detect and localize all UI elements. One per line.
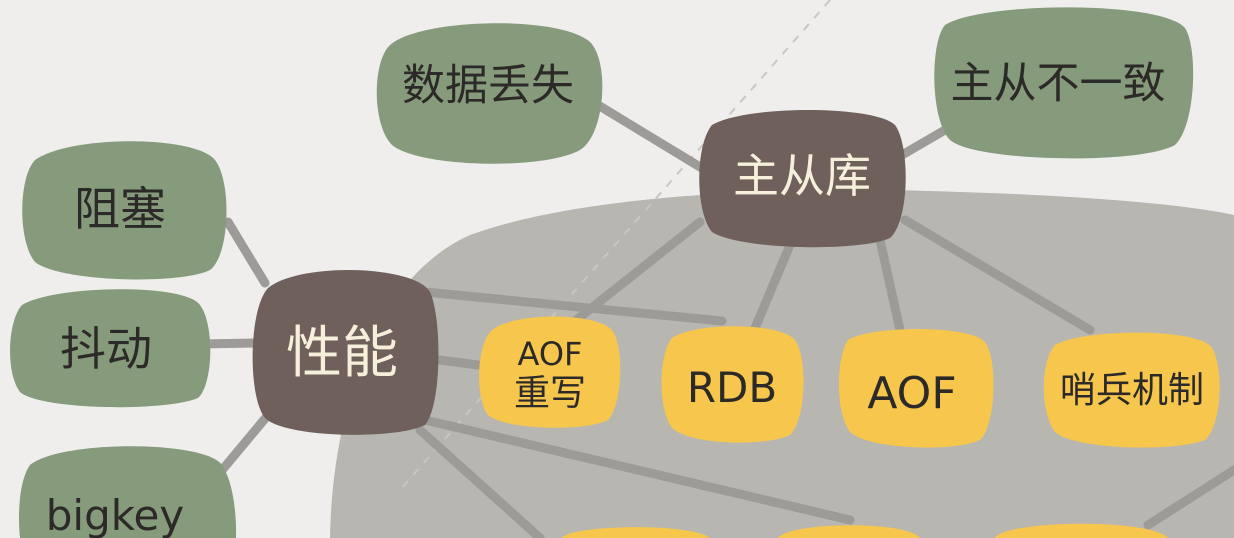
node-data-loss: 数据丢失: [376, 23, 603, 164]
node-master-slave: 主从库: [699, 110, 906, 248]
node-rdb: RDB: [661, 326, 804, 443]
node-bigkey-label: bigkey: [46, 491, 185, 538]
node-aof-shape: [838, 328, 994, 448]
node-aof-rewrite-shape: [479, 316, 621, 428]
node-data-loss-shape: [376, 23, 603, 164]
node-aof-rewrite-label-line1: AOF: [518, 335, 583, 373]
node-data-loss-label: 数据丢失: [402, 61, 574, 111]
node-blocking-shape: [22, 141, 227, 280]
node-bigkey-shape: [19, 446, 237, 538]
connector-performance-lower: [415, 425, 545, 538]
connector-performance-bigkey: [213, 410, 273, 480]
node-jitter-label: 抖动: [60, 322, 152, 376]
node-aof: AOF: [838, 328, 994, 448]
node-partial-bottom-1: [562, 527, 710, 538]
dashed-guide-line: [399, 0, 831, 491]
connector-performance-blocking: [223, 217, 270, 288]
node-partial-bottom-2: [778, 525, 920, 538]
connector-performance-lower-right: [420, 415, 855, 525]
node-inconsistency: 主从不一致: [934, 7, 1194, 159]
connector-masterslave-aof: [875, 235, 905, 335]
node-sentinel-label: 哨兵机制: [1060, 370, 1204, 411]
node-rdb-shape: [661, 326, 804, 443]
connector-sentinel-lower: [1143, 465, 1234, 530]
connector-masterslave-inconsistency: [897, 125, 950, 160]
node-inconsistency-shape: [934, 7, 1194, 159]
node-inconsistency-label: 主从不一致: [951, 59, 1166, 109]
node-partial-bottom-3: [995, 523, 1168, 538]
node-performance-label: 性能: [286, 321, 398, 386]
connector-masterslave-rdb: [745, 240, 795, 345]
node-master-slave-shape: [699, 110, 906, 248]
node-aof-label: AOF: [867, 368, 956, 419]
node-rdb-label: RDB: [687, 363, 777, 412]
connectors: [195, 100, 1234, 538]
node-sentinel: 哨兵机制: [1043, 332, 1220, 448]
node-jitter: 抖动: [10, 289, 211, 408]
connector-masterslave-dataloss: [593, 100, 710, 175]
node-master-slave-label: 主从库: [733, 149, 871, 203]
node-aof-rewrite-label-line2: 重写: [514, 373, 586, 414]
node-blocking: 阻塞: [22, 141, 227, 280]
node-performance: 性能: [252, 270, 439, 435]
node-performance-shape: [252, 270, 439, 435]
connector-masterslave-sentinel: [900, 215, 1095, 335]
connector-performance-aofrewrite: [435, 355, 490, 371]
node-blocking-label: 阻塞: [74, 182, 166, 236]
node-jitter-shape: [10, 289, 211, 408]
connector-performance-rdb: [420, 287, 727, 326]
node-aof-rewrite: AOF 重写: [479, 316, 621, 428]
node-bigkey: bigkey: [19, 446, 237, 538]
node-sentinel-shape: [1043, 332, 1220, 448]
